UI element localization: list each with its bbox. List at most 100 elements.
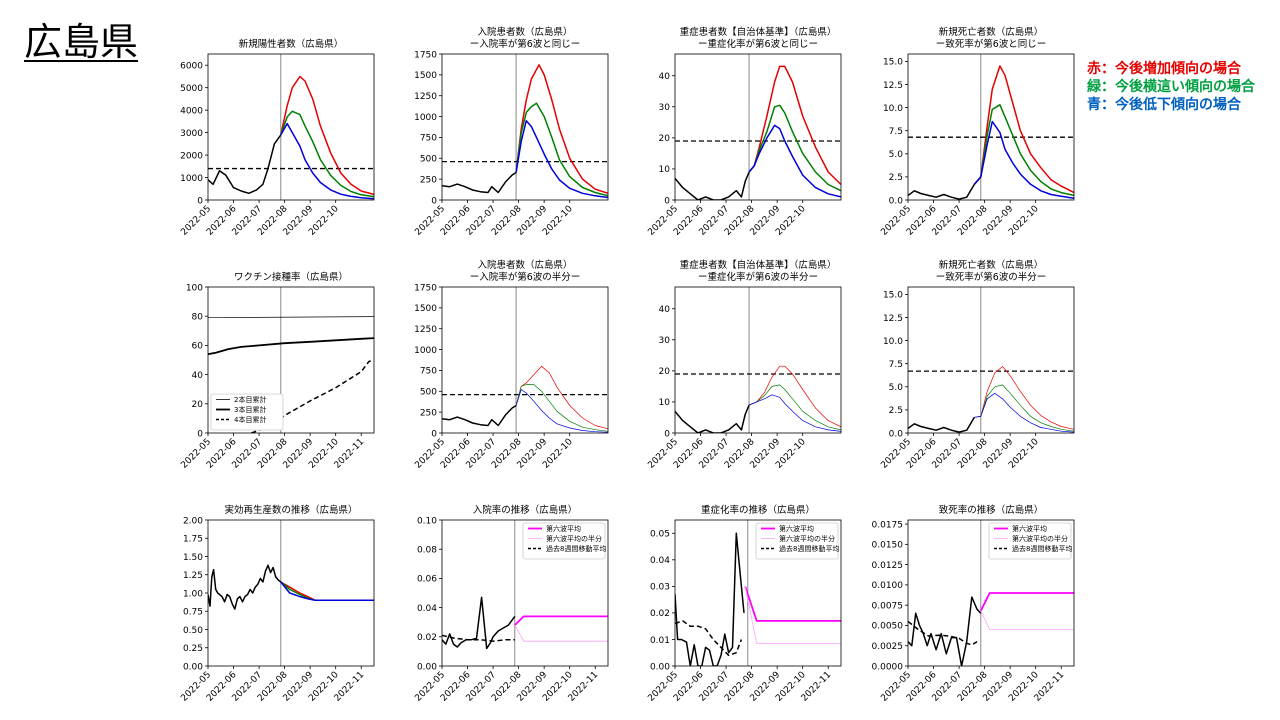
series-red-line: [515, 64, 608, 195]
series-blue-line: [515, 119, 608, 199]
series-black-dashed-line: [442, 634, 515, 642]
chart-title: ー致死率が第6波の半分ー: [936, 271, 1047, 283]
chart-deaths-same: 新規死亡者数（広島県）ー致死率が第6波と同じー 0.0 2.5 5.0 7.5 10.0 1…: [879, 26, 1075, 238]
plot-frame: [907, 519, 1075, 667]
y-tick-label: 1.50: [183, 553, 203, 563]
y-tick-label: 12.5: [883, 314, 903, 324]
y-tick-label: 5.0: [889, 150, 904, 160]
series-blue-line: [974, 392, 1074, 433]
y-tick-label: 0.25: [183, 644, 203, 654]
legend-label: 第六波平均: [546, 524, 581, 533]
legend-box: [522, 522, 606, 560]
y-tick-label: 40: [659, 305, 671, 315]
series-black-dashed-line: [675, 620, 743, 657]
chart-deaths-half: 新規死亡者数（広島県）ー致死率が第6波の半分ー 0.0 2.5 5.0 7.5 10.0 1…: [879, 259, 1075, 471]
y-tick-label: 0.03: [650, 583, 670, 593]
y-tick-label: 12.5: [883, 81, 903, 91]
series-pink-line: [514, 624, 608, 642]
plot-area: [442, 520, 608, 666]
y-tick-label: 0.04: [650, 556, 670, 566]
y-tick-label: 0.0: [889, 196, 904, 206]
legend-box: [755, 522, 839, 560]
scenario-legend-blue: 青：今後低下傾向の場合: [1087, 97, 1241, 113]
series-red-line: [280, 75, 374, 196]
y-tick-label: 500: [420, 155, 437, 165]
y-tick-label: 1000: [414, 346, 437, 356]
y-tick-label: 20: [659, 134, 671, 144]
y-tick-label: 0.0125: [872, 561, 904, 571]
y-tick-label: 6000: [180, 62, 203, 72]
y-tick-label: 250: [420, 408, 437, 418]
series-magenta-line: [979, 592, 1074, 612]
plot-frame: [207, 53, 375, 201]
chart-death-rate: 致死率の推移（広島県） 0.0000 0.0025 0.0050 0.0075 0.010…: [872, 504, 1075, 704]
series-black-line: [675, 171, 750, 200]
y-tick-label: 0.06: [417, 575, 437, 585]
plot-area: [442, 287, 608, 433]
y-tick-label: 1.25: [183, 571, 203, 581]
chart-title: ー入院率が第6波と同じー: [470, 38, 581, 50]
chart-title: 新規死亡者数（広島県）: [939, 259, 1044, 271]
y-tick-label: 7.5: [889, 127, 903, 137]
plot-frame: [441, 53, 609, 201]
y-tick-label: 30: [659, 103, 671, 113]
y-tick-label: 0: [197, 196, 203, 206]
series-green-line: [748, 104, 841, 192]
y-tick-label: 1500: [414, 71, 437, 81]
plot-frame: [207, 519, 375, 667]
legend-box: [210, 393, 284, 431]
legend-label: 第六波平均の半分: [546, 534, 602, 543]
series-green-line: [974, 384, 1074, 432]
chart-title: 入院患者数（広島県）: [477, 26, 572, 38]
y-tick-label: 20: [659, 367, 671, 377]
plot-area: [675, 520, 841, 666]
series-red-line: [974, 366, 1074, 430]
y-tick-label: 0.05: [650, 530, 670, 540]
chart-title: 致死率の推移（広島県）: [939, 504, 1044, 516]
scenario-legend-red: 赤：今後増加傾向の場合: [1087, 61, 1241, 77]
y-tick-label: 2.00: [183, 516, 203, 526]
legend-label: 過去8週間移動平均: [779, 544, 839, 553]
y-tick-label: 30: [659, 336, 671, 346]
y-tick-label: 750: [420, 134, 437, 144]
y-tick-label: 1000: [180, 174, 203, 184]
chart-title: 入院患者数（広島県）: [477, 259, 572, 271]
y-tick-label: 5.0: [889, 383, 904, 393]
chart-hosp-rate: 入院率の推移（広島県）0.000.020.040.060.080.102022-…: [413, 504, 609, 704]
chart-severe-rate: 重症化率の推移（広島県）0.000.010.020.030.040.052022…: [646, 504, 842, 704]
y-tick-label: 80: [192, 313, 204, 323]
y-tick-label: 0: [431, 429, 437, 439]
y-tick-label: 0.0175: [872, 520, 904, 530]
y-tick-label: 10: [659, 398, 671, 408]
series-black-line: [208, 316, 374, 319]
plot-frame: [441, 286, 609, 434]
y-tick-label: 40: [192, 371, 204, 381]
y-tick-label: 20: [192, 400, 204, 410]
y-tick-label: 10.0: [883, 104, 903, 114]
y-tick-label: 0.75: [183, 608, 203, 618]
y-tick-label: 0.04: [417, 604, 437, 614]
y-tick-label: 0: [664, 429, 670, 439]
series-blue-line: [748, 394, 841, 432]
y-tick-label: 4000: [180, 106, 203, 116]
y-tick-label: 0.02: [417, 633, 437, 643]
legend-label: 第六波平均の半分: [1012, 534, 1068, 543]
y-tick-label: 0: [197, 429, 203, 439]
chart-title: ワクチン接種率（広島県）: [234, 271, 348, 283]
y-tick-label: 5000: [180, 84, 203, 94]
scenario-legend: 赤：今後増加傾向の場合 緑：今後横這い傾向の場合 青：今後低下傾向の場合: [1087, 60, 1255, 114]
plot-frame: [207, 286, 375, 434]
series-black-line: [442, 404, 517, 427]
legend-label: 第六波平均: [779, 524, 814, 533]
y-tick-label: 500: [420, 388, 437, 398]
chart-title: 重症患者数【自治体基準】（広島県）: [680, 26, 837, 38]
chart-title: 新規死亡者数（広島県）: [939, 26, 1044, 38]
legend-label: 第六波平均: [1012, 524, 1047, 533]
plot-area: [675, 287, 841, 433]
y-tick-label: 750: [420, 367, 437, 377]
y-tick-label: 0.0025: [872, 642, 904, 652]
plot-area: [908, 54, 1074, 200]
y-tick-label: 100: [186, 283, 203, 293]
